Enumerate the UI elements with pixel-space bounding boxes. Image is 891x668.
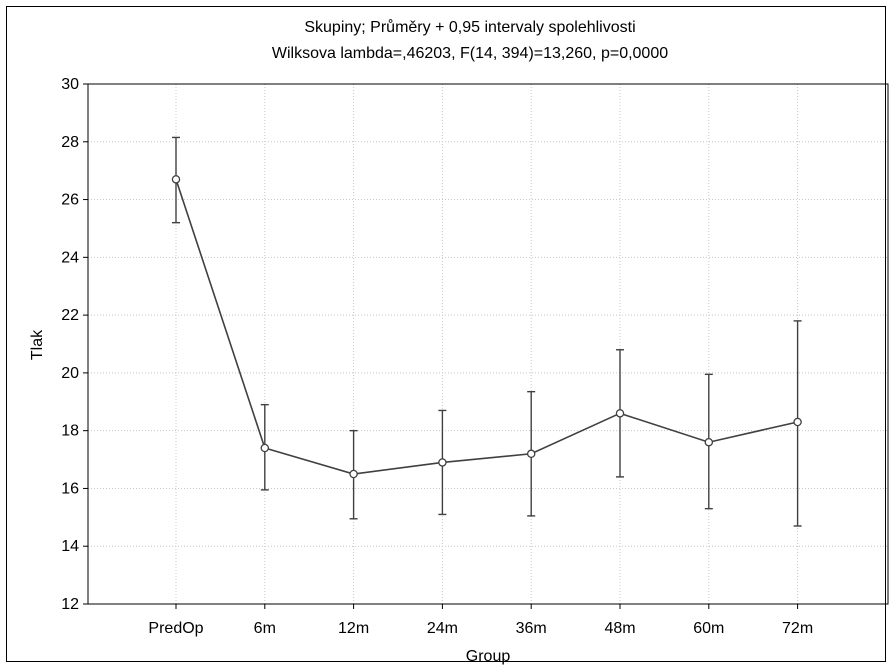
x-tick-label: 72m bbox=[782, 620, 813, 637]
x-tick-label: 24m bbox=[427, 620, 458, 637]
data-point-marker bbox=[171, 175, 181, 184]
x-tick-label: 48m bbox=[604, 620, 635, 637]
data-point-marker bbox=[349, 469, 358, 479]
y-tick-label: 18 bbox=[61, 423, 79, 440]
x-tick-label: 6m bbox=[254, 620, 276, 637]
y-tick-label: 30 bbox=[61, 76, 79, 93]
chart-subtitle: Wilksova lambda=,46203, F(14, 394)=13,26… bbox=[272, 45, 668, 62]
x-axis-label: Group bbox=[466, 648, 511, 665]
x-tick-label: 12m bbox=[338, 620, 369, 637]
y-axis-label: Tlak bbox=[29, 329, 46, 360]
y-tick-label: 20 bbox=[61, 365, 79, 382]
tick-labels: 12 14 16 18 20 22 24 26 28 30 PredOp 6m 12m 24m 36m 48m… bbox=[61, 76, 813, 637]
y-tick-label: 26 bbox=[61, 192, 79, 209]
data-point-marker bbox=[615, 409, 625, 418]
y-tick-label: 22 bbox=[61, 307, 79, 324]
series-line bbox=[175, 179, 798, 475]
data-point-marker bbox=[438, 458, 447, 467]
y-tick-label: 16 bbox=[61, 480, 79, 497]
plot-area-border bbox=[87, 83, 889, 605]
grid-lines bbox=[88, 84, 888, 604]
data-point-marker bbox=[526, 449, 536, 459]
data-point-marker bbox=[260, 443, 270, 453]
y-tick-label: 14 bbox=[61, 538, 79, 555]
y-tick-label: 24 bbox=[61, 249, 79, 266]
series-line-group bbox=[171, 175, 802, 479]
y-tick-label: 12 bbox=[61, 596, 79, 613]
x-tick-label: 36m bbox=[516, 620, 547, 637]
chart-frame bbox=[6, 6, 886, 662]
data-point-marker bbox=[793, 417, 802, 427]
axes bbox=[83, 83, 889, 609]
x-tick-label: PredOp bbox=[148, 620, 203, 637]
error-bars bbox=[172, 136, 802, 527]
x-tick-label: 60m bbox=[693, 620, 724, 637]
y-tick-label: 28 bbox=[61, 134, 79, 151]
data-point-marker bbox=[704, 437, 714, 447]
chart-title: Skupiny; Průměry + 0,95 intervaly spoleh… bbox=[304, 18, 635, 36]
